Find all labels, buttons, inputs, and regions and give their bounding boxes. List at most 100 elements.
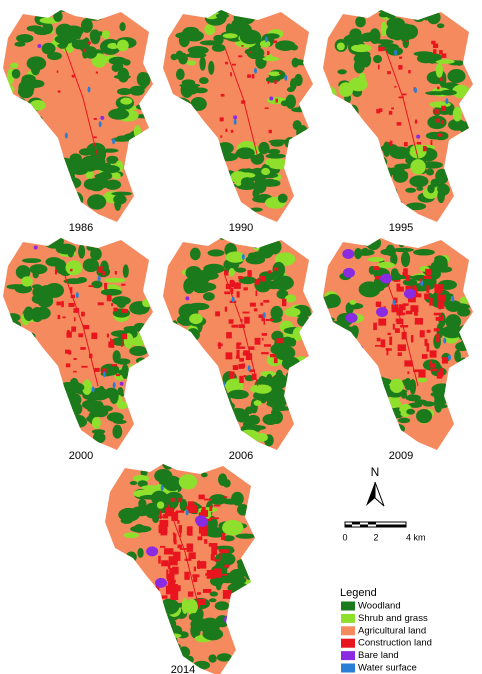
- construction-patch: [169, 568, 175, 577]
- north-label: N: [371, 465, 380, 479]
- construction-patch: [229, 281, 236, 284]
- construction-patch: [399, 56, 403, 59]
- woodland-patch: [323, 85, 337, 102]
- woodland-patch: [186, 52, 207, 59]
- woodland-patch: [10, 62, 19, 69]
- construction-patch: [247, 74, 251, 78]
- woodland-patch: [121, 364, 129, 380]
- woodland-patch: [163, 352, 172, 366]
- construction-patch: [412, 305, 416, 311]
- woodland-patch: [105, 584, 115, 592]
- construction-patch: [276, 338, 283, 344]
- woodland-patch: [276, 289, 289, 300]
- woodland-patch: [349, 28, 362, 39]
- woodland-patch: [9, 362, 21, 368]
- woodland-patch: [163, 321, 170, 333]
- construction-patch: [236, 349, 240, 357]
- woodland-patch: [441, 325, 463, 339]
- woodland-patch: [225, 251, 246, 263]
- construction-patch: [65, 349, 71, 354]
- woodland-patch: [168, 464, 179, 466]
- water-patch: [98, 121, 102, 128]
- woodland-patch: [380, 383, 390, 389]
- construction-patch: [400, 325, 409, 328]
- woodland-patch: [267, 148, 281, 155]
- woodland-patch: [170, 53, 178, 61]
- woodland-patch: [281, 336, 294, 348]
- woodland-patch: [225, 196, 238, 210]
- woodland-patch: [128, 363, 135, 375]
- woodland-patch: [32, 362, 46, 378]
- construction-patch: [239, 346, 246, 349]
- construction-patch: [73, 308, 80, 313]
- construction-patch: [94, 367, 100, 372]
- woodland-patch: [16, 343, 37, 351]
- construction-patch: [224, 496, 228, 498]
- woodland-patch: [178, 336, 189, 346]
- woodland-patch: [49, 395, 69, 406]
- construction-patch: [231, 324, 239, 328]
- woodland-patch: [87, 194, 107, 210]
- woodland-patch: [32, 269, 39, 279]
- construction-patch: [186, 543, 193, 552]
- construction-patch: [236, 343, 240, 349]
- legend-label: Agricultural land: [358, 625, 426, 636]
- woodland-patch: [129, 346, 148, 356]
- woodland-patch: [42, 141, 53, 155]
- woodland-patch: [111, 296, 131, 306]
- woodland-patch: [90, 247, 102, 261]
- map-year: 1995: [389, 222, 413, 234]
- woodland-patch: [345, 137, 364, 149]
- woodland-patch: [133, 367, 147, 380]
- bare-patch: [253, 244, 258, 249]
- woodland-patch: [51, 384, 60, 398]
- construction-patch: [74, 317, 76, 322]
- construction-patch: [440, 315, 444, 319]
- construction-patch: [263, 344, 272, 347]
- woodland-patch: [8, 372, 28, 378]
- construction-patch: [385, 348, 392, 351]
- woodland-patch: [112, 424, 123, 439]
- woodland-patch: [291, 107, 309, 113]
- construction-patch: [225, 61, 228, 65]
- woodland-patch: [15, 265, 31, 280]
- woodland-patch: [26, 25, 43, 32]
- woodland-patch: [163, 121, 183, 135]
- woodland-patch: [252, 188, 260, 199]
- woodland-patch: [300, 141, 309, 149]
- woodland-patch: [275, 40, 296, 51]
- woodland-patch: [211, 43, 226, 52]
- woodland-patch: [133, 322, 147, 331]
- construction-patch: [398, 65, 403, 70]
- woodland-patch: [111, 191, 133, 196]
- construction-patch: [93, 334, 96, 338]
- woodland-patch: [188, 124, 199, 137]
- land-cover: [3, 10, 153, 211]
- woodland-patch: [331, 117, 353, 122]
- woodland-patch: [433, 255, 448, 270]
- construction-patch: [435, 316, 444, 321]
- woodland-patch: [368, 284, 385, 292]
- woodland-patch: [222, 416, 238, 433]
- woodland-patch: [265, 153, 286, 159]
- woodland-patch: [222, 519, 244, 536]
- legend-swatch: [341, 626, 355, 636]
- woodland-patch: [349, 299, 357, 305]
- construction-patch: [405, 274, 410, 281]
- woodland-patch: [345, 302, 354, 315]
- construction-patch: [83, 325, 90, 330]
- woodland-patch: [259, 40, 271, 48]
- woodland-patch: [361, 247, 369, 255]
- construction-patch: [73, 358, 77, 361]
- construction-patch: [178, 525, 183, 533]
- bare-patch: [269, 96, 274, 101]
- woodland-patch: [215, 615, 230, 628]
- woodland-patch: [351, 44, 372, 53]
- woodland-patch: [108, 108, 130, 120]
- woodland-patch: [9, 119, 28, 131]
- construction-patch: [261, 333, 267, 336]
- construction-patch: [193, 577, 198, 582]
- construction-patch: [224, 291, 231, 295]
- water-patch: [414, 87, 418, 94]
- construction-patch: [429, 297, 433, 306]
